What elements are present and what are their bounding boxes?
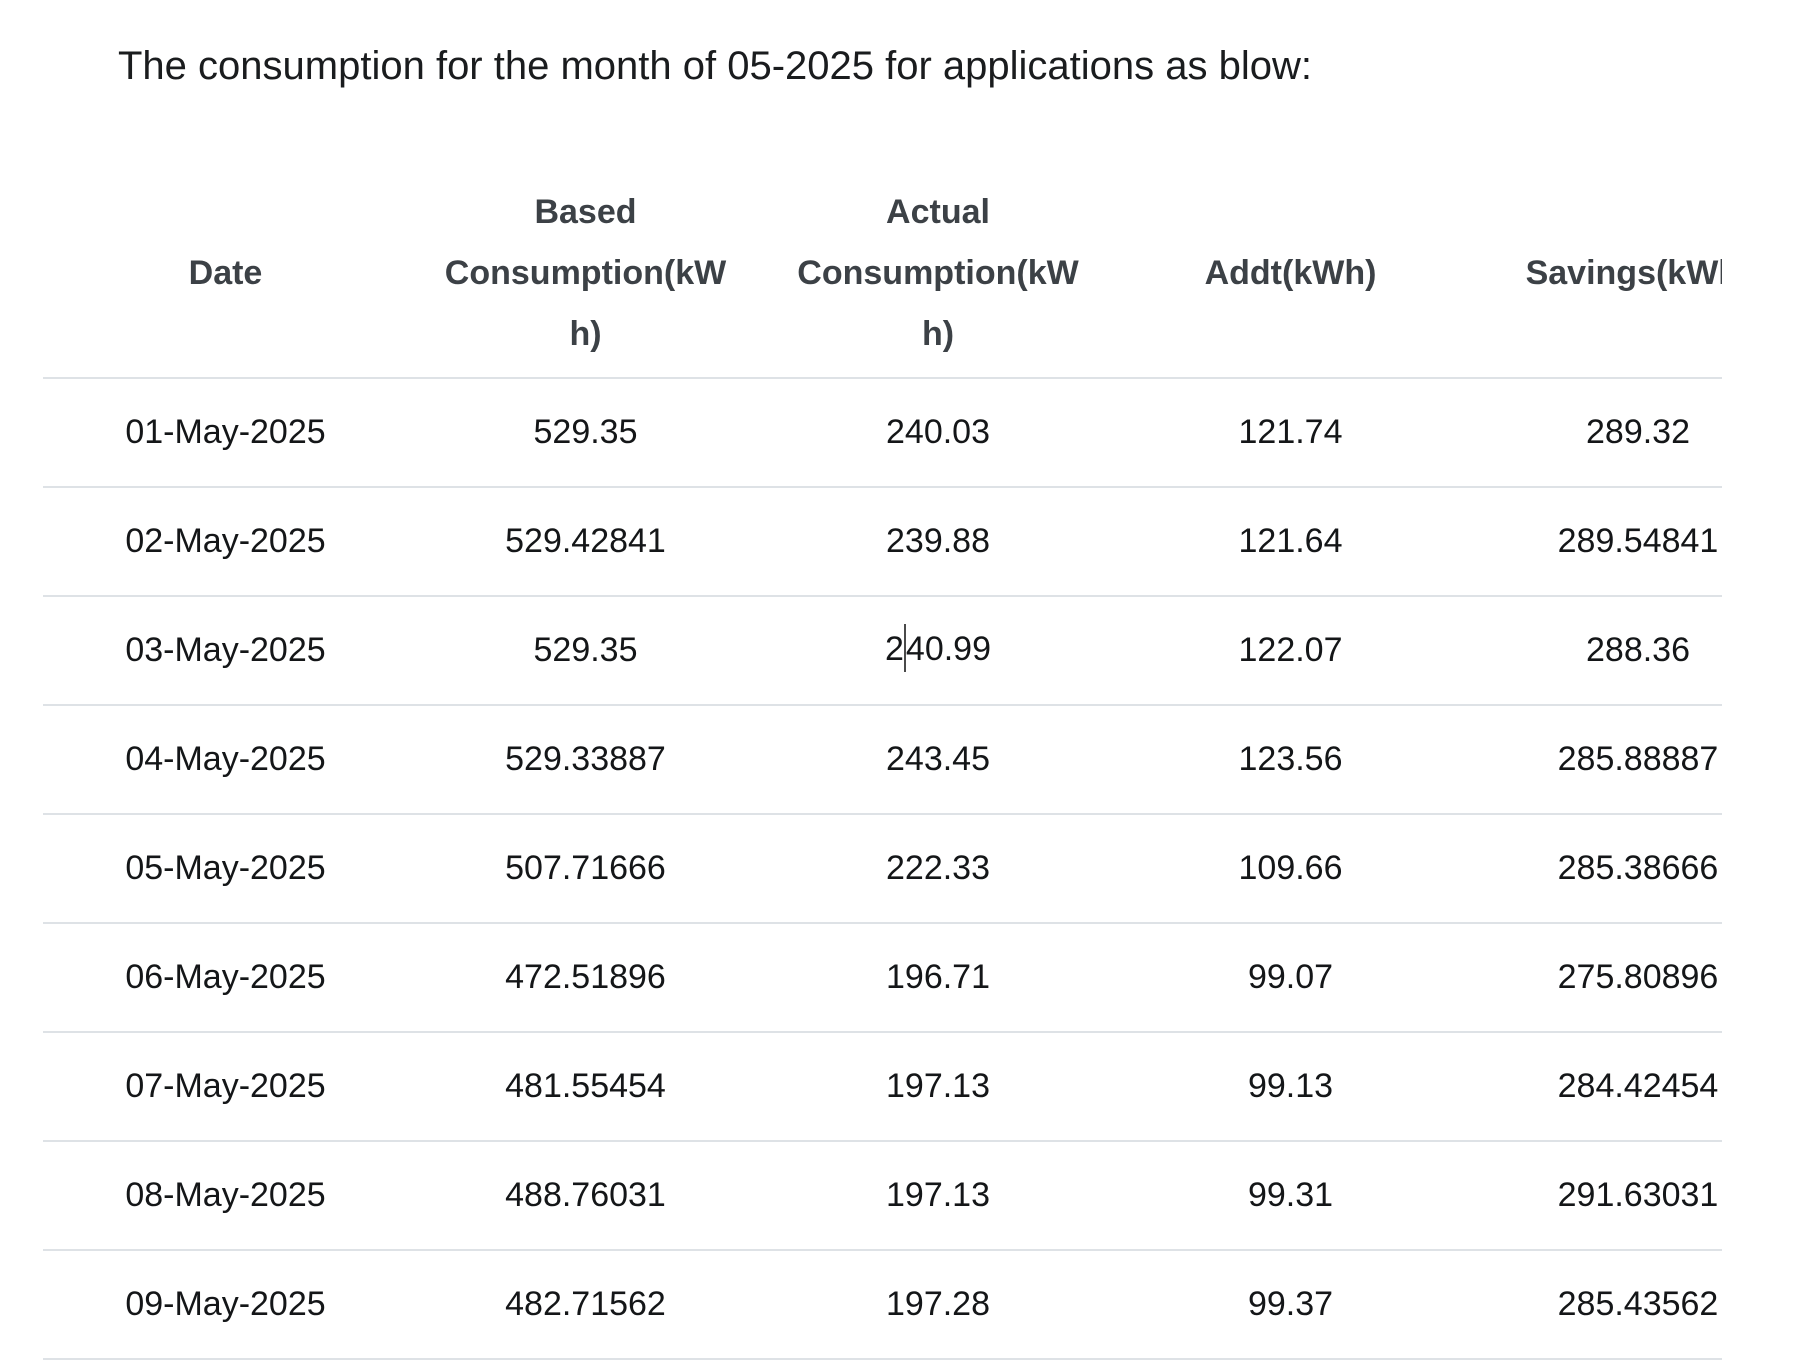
savings-cell: 285.88887	[1468, 705, 1722, 815]
addt-cell: 121.74	[1113, 378, 1468, 488]
actual-consumption-cell[interactable]: 240.99	[763, 596, 1113, 706]
consumption-table-body: 01-May-2025 529.35 240.03 121.74 289.32 02-Ma…	[43, 378, 1722, 1360]
table-row: 05-May-2025 507.71666 222.33 109.66 285.3866…	[43, 814, 1722, 924]
based-consumption-cell: 472.51896	[408, 923, 763, 1033]
actual-consumption-cell: 196.71	[763, 923, 1113, 1033]
date-cell: 07-May-2025	[43, 1032, 408, 1142]
table-header-row: Date Based Consumption(kWh) Actual Consu…	[43, 170, 1722, 379]
date-cell: 04-May-2025	[43, 705, 408, 815]
savings-cell: 285.43562	[1468, 1250, 1722, 1360]
table-row: 02-May-2025 529.42841 239.88 121.64 289.5484…	[43, 487, 1722, 597]
based-consumption-cell: 529.42841	[408, 487, 763, 597]
table-row: 03-May-2025 529.35 240.99 122.07 288.36	[43, 596, 1722, 706]
addt-cell: 99.31	[1113, 1141, 1468, 1251]
savings-cell: 288.36	[1468, 596, 1722, 706]
table-row: 09-May-2025 482.71562 197.28 99.37 285.43562	[43, 1250, 1722, 1360]
savings-cell: 285.38666	[1468, 814, 1722, 924]
based-consumption-cell: 488.76031	[408, 1141, 763, 1251]
table-row: 06-May-2025 472.51896 196.71 99.07 275.80896	[43, 923, 1722, 1033]
column-header-savings: Savings(kWh)	[1468, 170, 1722, 379]
based-consumption-cell: 529.33887	[408, 705, 763, 815]
addt-cell: 99.07	[1113, 923, 1468, 1033]
column-header-based-consumption: Based Consumption(kWh)	[408, 170, 763, 379]
addt-cell: 99.13	[1113, 1032, 1468, 1142]
page-title: The consumption for the month of 05-2025…	[118, 44, 1313, 88]
addt-cell: 121.64	[1113, 487, 1468, 597]
date-cell: 09-May-2025	[43, 1250, 408, 1360]
date-cell: 06-May-2025	[43, 923, 408, 1033]
table-row: 08-May-2025 488.76031 197.13 99.31 291.63031	[43, 1141, 1722, 1251]
date-cell: 08-May-2025	[43, 1141, 408, 1251]
consumption-table: Date Based Consumption(kWh) Actual Consu…	[43, 170, 1722, 1360]
actual-consumption-cell: 222.33	[763, 814, 1113, 924]
savings-cell: 284.42454	[1468, 1032, 1722, 1142]
based-consumption-cell: 507.71666	[408, 814, 763, 924]
actual-consumption-cell: 240.03	[763, 378, 1113, 488]
page: The consumption for the month of 05-2025…	[0, 42, 1811, 1360]
addt-cell: 109.66	[1113, 814, 1468, 924]
actual-consumption-cell: 239.88	[763, 487, 1113, 597]
addt-cell: 122.07	[1113, 596, 1468, 706]
savings-cell: 291.63031	[1468, 1141, 1722, 1251]
savings-cell: 289.54841	[1468, 487, 1722, 597]
date-cell: 01-May-2025	[43, 378, 408, 488]
addt-cell: 123.56	[1113, 705, 1468, 815]
column-header-actual-consumption: Actual Consumption(kWh)	[763, 170, 1113, 379]
column-header-date: Date	[43, 170, 408, 379]
table-row: 01-May-2025 529.35 240.03 121.74 289.32	[43, 378, 1722, 488]
based-consumption-cell: 529.35	[408, 596, 763, 706]
savings-cell: 289.32	[1468, 378, 1722, 488]
date-cell: 02-May-2025	[43, 487, 408, 597]
table-row: 07-May-2025 481.55454 197.13 99.13 284.42454	[43, 1032, 1722, 1142]
savings-cell: 275.80896	[1468, 923, 1722, 1033]
table-wrapper: Date Based Consumption(kWh) Actual Consu…	[43, 170, 1722, 1360]
actual-consumption-cell: 197.13	[763, 1141, 1113, 1251]
text-cursor	[903, 623, 906, 672]
date-cell: 03-May-2025	[43, 596, 408, 706]
actual-consumption-cell: 197.13	[763, 1032, 1113, 1142]
based-consumption-cell: 481.55454	[408, 1032, 763, 1142]
column-header-addt: Addt(kWh)	[1113, 170, 1468, 379]
date-cell: 05-May-2025	[43, 814, 408, 924]
table-row: 04-May-2025 529.33887 243.45 123.56 285.8888…	[43, 705, 1722, 815]
based-consumption-cell: 529.35	[408, 378, 763, 488]
actual-consumption-cell: 243.45	[763, 705, 1113, 815]
based-consumption-cell: 482.71562	[408, 1250, 763, 1360]
addt-cell: 99.37	[1113, 1250, 1468, 1360]
actual-consumption-cell: 197.28	[763, 1250, 1113, 1360]
